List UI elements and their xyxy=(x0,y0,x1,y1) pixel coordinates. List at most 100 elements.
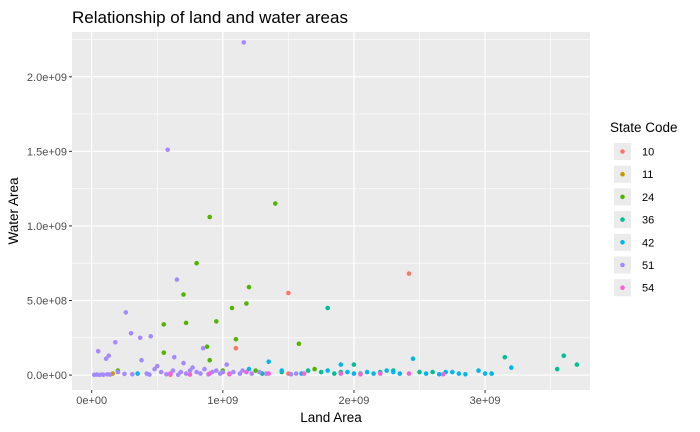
data-point-42 xyxy=(266,359,272,365)
data-point-51 xyxy=(187,368,193,373)
data-point-24 xyxy=(273,201,278,206)
x-axis-title: Land Area xyxy=(300,410,362,425)
data-point-54 xyxy=(207,371,212,376)
data-point-51 xyxy=(165,147,170,153)
data-point-54 xyxy=(301,371,307,376)
data-point-42 xyxy=(371,371,376,376)
legend-symbol-54 xyxy=(620,285,625,291)
data-point-51 xyxy=(293,371,299,376)
data-point-51 xyxy=(224,362,229,367)
data-point-42 xyxy=(384,368,390,373)
data-point-51 xyxy=(200,345,206,351)
y-axis-title: Water Area xyxy=(6,177,21,245)
data-point-42 xyxy=(456,371,462,376)
data-point-36 xyxy=(574,362,580,367)
data-point-54 xyxy=(406,371,412,376)
x-tick-label: 2e+09 xyxy=(338,395,369,407)
data-point-36 xyxy=(554,366,560,372)
data-point-51 xyxy=(164,372,169,377)
data-point-51 xyxy=(147,372,152,377)
x-tick-label: 0e+00 xyxy=(76,395,107,407)
data-point-42 xyxy=(489,371,494,376)
legend-symbol-42 xyxy=(620,240,625,245)
data-point-42 xyxy=(423,371,429,376)
legend-label-54: 54 xyxy=(642,283,654,295)
data-point-51 xyxy=(198,371,203,376)
data-point-36 xyxy=(318,369,324,375)
data-point-51 xyxy=(95,348,101,354)
data-point-24 xyxy=(204,344,210,350)
data-point-24 xyxy=(161,350,167,356)
major-gridlines xyxy=(72,32,590,390)
minor-gridlines xyxy=(72,32,590,390)
data-point-24 xyxy=(244,301,249,306)
data-point-36 xyxy=(417,369,422,375)
data-point-42 xyxy=(436,372,442,377)
data-points xyxy=(92,40,580,378)
y-axis: 0.0e+00 5.0e+08 1.0e+09 1.5e+09 2.0e+09 xyxy=(27,72,72,382)
data-point-10 xyxy=(233,345,239,351)
data-point-42 xyxy=(279,368,285,373)
data-point-36 xyxy=(561,353,567,359)
legend-symbol-36 xyxy=(620,217,625,222)
data-point-10 xyxy=(406,271,412,276)
x-tick-label: 1e+09 xyxy=(207,395,238,407)
legend-label-11: 11 xyxy=(642,169,653,181)
data-point-54 xyxy=(227,372,232,377)
data-point-24 xyxy=(229,305,235,311)
data-point-36 xyxy=(305,368,311,373)
data-point-42 xyxy=(397,371,403,376)
data-point-42 xyxy=(338,362,344,367)
data-point-42 xyxy=(351,371,357,376)
data-point-51 xyxy=(214,368,219,373)
data-point-54 xyxy=(187,372,193,377)
data-point-42 xyxy=(246,366,252,372)
data-point-24 xyxy=(161,322,167,327)
y-tick-label: 0.0e+00 xyxy=(27,370,67,382)
data-point-24 xyxy=(214,319,219,324)
data-point-42 xyxy=(463,372,468,377)
y-tick-label: 2.0e+09 xyxy=(27,72,67,84)
data-point-51 xyxy=(128,331,134,336)
data-point-42 xyxy=(482,371,488,376)
data-point-51 xyxy=(202,366,207,372)
data-point-51 xyxy=(137,335,143,341)
data-point-54 xyxy=(266,371,272,376)
data-point-42 xyxy=(364,369,370,375)
y-tick-label: 1.0e+09 xyxy=(27,221,67,233)
data-point-51 xyxy=(122,371,127,377)
legend-label-36: 36 xyxy=(642,215,654,227)
data-point-36 xyxy=(351,362,357,367)
data-point-42 xyxy=(509,365,514,370)
data-point-42 xyxy=(476,368,481,373)
chart-title: Relationship of land and water areas xyxy=(72,8,348,27)
data-point-51 xyxy=(158,369,164,375)
data-point-24 xyxy=(233,337,239,342)
data-point-42 xyxy=(345,369,350,375)
data-point-51 xyxy=(190,365,195,370)
data-point-51 xyxy=(107,372,113,377)
y-tick-label: 1.5e+09 xyxy=(27,146,67,158)
data-point-51 xyxy=(152,366,157,372)
data-point-24 xyxy=(207,357,212,363)
y-tick-label: 5.0e+08 xyxy=(27,296,67,308)
legend-symbol-10 xyxy=(620,149,625,154)
legend-symbol-24 xyxy=(620,194,625,200)
data-point-24 xyxy=(181,292,186,297)
data-point-51 xyxy=(174,277,180,282)
data-point-51 xyxy=(241,40,247,45)
data-point-51 xyxy=(154,363,160,369)
legend-symbol-51 xyxy=(620,262,625,268)
data-point-54 xyxy=(440,372,446,377)
data-point-51 xyxy=(148,334,153,339)
plot-panel xyxy=(72,32,590,390)
data-point-51 xyxy=(220,369,226,375)
data-point-51 xyxy=(170,368,176,373)
data-point-24 xyxy=(207,214,212,220)
legend-items: 10 11 24 36 42 51 54 xyxy=(614,143,654,297)
data-point-51 xyxy=(115,369,121,375)
data-point-24 xyxy=(296,341,302,347)
data-point-24 xyxy=(183,320,189,326)
